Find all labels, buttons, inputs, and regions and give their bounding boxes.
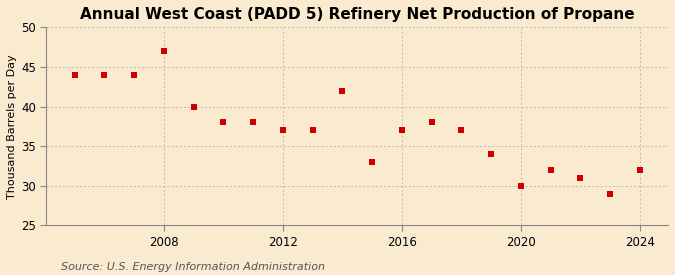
Point <box>129 73 140 77</box>
Point <box>248 120 259 125</box>
Title: Annual West Coast (PADD 5) Refinery Net Production of Propane: Annual West Coast (PADD 5) Refinery Net … <box>80 7 634 22</box>
Point <box>634 168 645 172</box>
Point <box>486 152 497 156</box>
Point <box>605 191 616 196</box>
Point <box>218 120 229 125</box>
Point <box>396 128 407 133</box>
Point <box>575 176 586 180</box>
Point <box>159 49 169 53</box>
Point <box>70 73 80 77</box>
Point <box>545 168 556 172</box>
Point <box>277 128 288 133</box>
Point <box>337 89 348 93</box>
Point <box>516 184 526 188</box>
Y-axis label: Thousand Barrels per Day: Thousand Barrels per Day <box>7 54 17 199</box>
Point <box>456 128 466 133</box>
Point <box>307 128 318 133</box>
Point <box>426 120 437 125</box>
Text: Source: U.S. Energy Information Administration: Source: U.S. Energy Information Administ… <box>61 262 325 272</box>
Point <box>188 104 199 109</box>
Point <box>99 73 110 77</box>
Point <box>367 160 377 164</box>
